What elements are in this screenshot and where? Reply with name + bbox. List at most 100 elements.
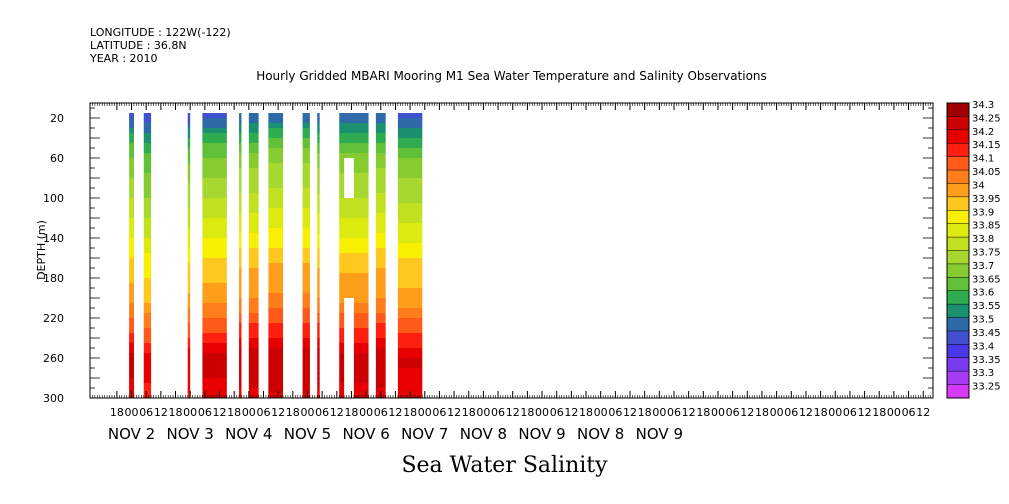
salinity-cell xyxy=(143,338,152,344)
colorbar-label: 33.3 xyxy=(972,368,994,379)
x-tick-label: 06 xyxy=(843,406,857,419)
salinity-cell xyxy=(187,343,191,349)
salinity-cell xyxy=(302,343,310,349)
salinity-cell xyxy=(317,198,320,204)
colorbar-swatch xyxy=(947,304,969,318)
salinity-cell xyxy=(268,273,284,279)
salinity-cell xyxy=(248,358,259,364)
salinity-cell xyxy=(375,318,386,324)
salinity-cell xyxy=(202,163,227,169)
salinity-cell xyxy=(339,123,369,129)
salinity-cell xyxy=(248,323,259,329)
salinity-cell xyxy=(397,383,423,389)
salinity-cell xyxy=(375,383,386,389)
salinity-cell xyxy=(339,133,369,139)
salinity-cell xyxy=(317,293,320,299)
salinity-cell xyxy=(339,148,369,154)
salinity-cell xyxy=(268,318,284,324)
salinity-cell xyxy=(129,378,134,384)
salinity-cell xyxy=(317,278,320,284)
salinity-cell xyxy=(268,188,284,194)
colorbar-swatch xyxy=(947,317,969,332)
x-day-label: NOV 8 xyxy=(577,425,624,443)
salinity-cell xyxy=(187,303,191,309)
salinity-cell xyxy=(397,213,423,219)
salinity-cell xyxy=(397,303,423,309)
salinity-cell xyxy=(143,168,152,174)
salinity-cell xyxy=(375,228,386,234)
salinity-cell xyxy=(268,288,284,294)
salinity-cell xyxy=(397,298,423,304)
salinity-cell xyxy=(239,113,242,119)
salinity-cell xyxy=(202,333,227,339)
salinity-cell xyxy=(129,323,134,329)
salinity-cell xyxy=(239,323,242,329)
salinity-cell xyxy=(202,323,227,329)
salinity-cell xyxy=(268,243,284,249)
salinity-cell xyxy=(317,298,320,304)
salinity-cell xyxy=(302,198,310,204)
salinity-cell xyxy=(339,248,369,254)
salinity-cell xyxy=(302,313,310,319)
salinity-cell xyxy=(187,253,191,259)
colorbar-swatch xyxy=(947,263,969,278)
salinity-cell xyxy=(302,298,310,304)
salinity-cell xyxy=(239,358,242,364)
x-tick-label: 00 xyxy=(887,406,901,419)
salinity-cell xyxy=(248,328,259,334)
salinity-cell xyxy=(268,248,284,254)
salinity-cell xyxy=(239,173,242,179)
x-day-label: NOV 4 xyxy=(225,425,272,443)
salinity-cell xyxy=(317,378,320,384)
salinity-cell xyxy=(202,343,227,349)
salinity-cell xyxy=(397,378,423,384)
salinity-cell xyxy=(268,313,284,319)
salinity-cell xyxy=(202,158,227,164)
salinity-cell xyxy=(187,158,191,164)
salinity-cell xyxy=(187,123,191,129)
colorbar-swatch xyxy=(947,357,969,372)
salinity-cell xyxy=(239,258,242,264)
salinity-cell xyxy=(375,173,386,179)
salinity-cell xyxy=(129,268,134,274)
salinity-cell xyxy=(302,113,310,119)
salinity-cell xyxy=(375,188,386,194)
salinity-cell xyxy=(129,173,134,179)
salinity-cell xyxy=(397,183,423,189)
x-tick-label: 06 xyxy=(608,406,622,419)
salinity-cell xyxy=(129,168,134,174)
salinity-cell xyxy=(268,113,284,119)
axes: 18 00 06 12 18 00 06 12 18 00 06 12 18 00 06 12 18 00 06 12… xyxy=(43,103,934,443)
salinity-cell xyxy=(339,273,369,279)
data-segment xyxy=(302,113,310,398)
colorbar-swatch xyxy=(947,237,969,251)
salinity-cell xyxy=(129,228,134,234)
salinity-cell xyxy=(268,328,284,334)
colorbar-label: 33.35 xyxy=(972,355,1001,366)
salinity-cell xyxy=(248,223,259,229)
salinity-cell xyxy=(187,118,191,124)
salinity-cell xyxy=(302,138,310,144)
salinity-cell xyxy=(202,283,227,289)
salinity-cell xyxy=(302,323,310,329)
salinity-cell xyxy=(187,238,191,244)
salinity-cell xyxy=(302,253,310,259)
salinity-cell xyxy=(143,113,152,119)
salinity-cell xyxy=(202,248,227,254)
salinity-cell xyxy=(268,128,284,134)
salinity-cell xyxy=(248,258,259,264)
salinity-cell xyxy=(268,258,284,264)
salinity-cell xyxy=(202,298,227,304)
salinity-cell xyxy=(129,113,134,119)
salinity-cell xyxy=(187,323,191,329)
salinity-cell xyxy=(129,258,134,264)
salinity-cell xyxy=(302,328,310,334)
x-tick-label: 12 xyxy=(388,406,402,419)
salinity-cell xyxy=(129,348,134,354)
salinity-cell xyxy=(129,123,134,129)
salinity-cell xyxy=(397,273,423,279)
salinity-cell xyxy=(202,178,227,184)
salinity-cell xyxy=(187,388,191,394)
salinity-cell xyxy=(202,308,227,314)
salinity-cell xyxy=(202,303,227,309)
